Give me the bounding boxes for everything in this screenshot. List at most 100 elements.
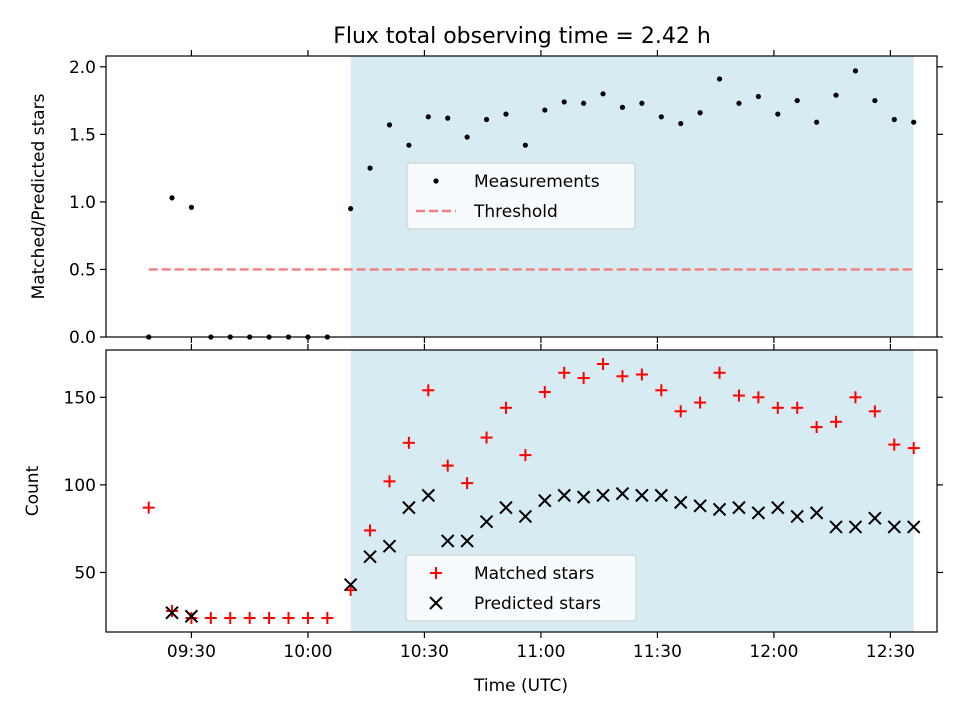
top-axes-frame xyxy=(105,55,938,338)
matched-stars-point xyxy=(402,436,415,449)
x-tick-label: 09:30 xyxy=(167,642,216,662)
bottom-ylabel: Count xyxy=(23,465,43,516)
legend-measurements-marker xyxy=(433,178,439,184)
y-tick-label: 50 xyxy=(74,563,96,583)
predicted-stars-point xyxy=(441,534,455,548)
measurement-point xyxy=(619,104,626,110)
y-tick-label: 0.5 xyxy=(69,260,96,280)
predicted-stars-point xyxy=(402,500,416,515)
matched-stars-point xyxy=(282,611,295,624)
predicted-stars-point xyxy=(343,578,358,592)
matched-stars-point xyxy=(383,475,396,488)
matched-stars-point xyxy=(166,604,179,617)
measurement-point xyxy=(872,97,878,104)
measurement-point xyxy=(386,122,393,128)
predicted-stars-point xyxy=(790,509,804,524)
predicted-stars-point xyxy=(538,493,552,508)
matched-stars-point xyxy=(830,415,843,428)
predicted-stars-point xyxy=(809,506,824,520)
bottom-axes-frame xyxy=(105,349,938,633)
predicted-stars-point xyxy=(421,488,436,503)
predicted-stars-point xyxy=(829,520,843,534)
predicted-stars-point xyxy=(674,495,688,510)
matched-stars-point xyxy=(321,611,334,624)
y-tick-label: 1.0 xyxy=(69,193,96,213)
matched-stars-point xyxy=(224,611,237,624)
matched-stars-point xyxy=(142,501,155,514)
predicted-stars-point xyxy=(771,500,785,515)
matched-stars-point xyxy=(732,389,745,402)
legend-threshold-label: Threshold xyxy=(473,202,558,222)
matched-stars-point xyxy=(441,459,454,472)
top-legend-box xyxy=(406,162,636,230)
matched-stars-point xyxy=(752,391,765,404)
matched-stars-point xyxy=(694,396,707,409)
matched-stars-point xyxy=(577,372,590,385)
matched-stars-point xyxy=(635,368,648,381)
bottom-legend-box xyxy=(405,554,637,622)
matched-stars-point xyxy=(558,366,571,379)
predicted-stars-point xyxy=(479,514,494,529)
matched-stars-point xyxy=(301,611,314,624)
matched-stars-point xyxy=(364,524,377,537)
y-tick-label: 0.0 xyxy=(69,328,96,348)
predicted-stars-point xyxy=(576,490,591,504)
measurement-point xyxy=(348,206,354,212)
measurement-point xyxy=(736,100,742,106)
matched-stars-point xyxy=(791,401,804,414)
measurement-point xyxy=(658,114,664,120)
matched-stars-point xyxy=(204,611,217,624)
top-ylabel: Matched/Predicted stars xyxy=(29,93,49,299)
predicted-stars-point xyxy=(712,502,727,517)
matched-stars-point xyxy=(519,449,532,462)
matched-stars-point xyxy=(538,386,551,399)
measurement-point xyxy=(794,97,800,104)
measurement-point xyxy=(600,91,606,97)
measurement-point xyxy=(406,142,412,148)
matched-stars-point xyxy=(616,370,629,383)
legend-matched-marker xyxy=(430,567,442,579)
y-tick-label: 2.0 xyxy=(69,58,96,78)
matched-stars-point xyxy=(868,405,881,418)
matched-stars-point xyxy=(771,401,784,414)
predicted-stars-point xyxy=(615,486,630,501)
matched-stars-point xyxy=(422,384,435,397)
measurement-point xyxy=(445,115,451,121)
measurement-point xyxy=(833,92,839,98)
legend-matched-label: Matched stars xyxy=(474,564,594,584)
x-tick-label: 10:00 xyxy=(283,642,332,662)
measurement-point xyxy=(639,100,645,106)
top-panel: 0.00.51.01.52.0 Matched/Predicted stars … xyxy=(29,50,943,348)
measurement-point xyxy=(755,93,761,100)
predicted-stars-point xyxy=(557,488,571,503)
bottom-xlabel: Time (UTC) xyxy=(473,676,568,696)
measurement-point xyxy=(814,119,820,125)
x-tick-label: 12:30 xyxy=(866,642,915,662)
measurement-point xyxy=(775,111,781,117)
predicted-stars-point xyxy=(518,509,533,524)
matched-stars-point xyxy=(907,442,920,455)
matched-stars-point xyxy=(499,401,512,414)
legend-predicted-label: Predicted stars xyxy=(474,594,601,614)
predicted-stars-point xyxy=(906,520,921,534)
predicted-stars-point xyxy=(887,520,901,534)
measurement-point xyxy=(542,107,548,113)
measurement-point xyxy=(716,76,723,82)
predicted-stars-point xyxy=(499,500,513,515)
matched-stars-point xyxy=(888,438,901,451)
predicted-stars-point xyxy=(635,488,649,503)
measurement-point xyxy=(425,114,431,120)
measurement-point xyxy=(464,134,470,140)
measurement-point xyxy=(367,165,373,171)
measurement-point xyxy=(169,195,175,201)
bottom-legend: Matched stars Predicted stars xyxy=(405,554,637,622)
predicted-stars-point xyxy=(460,534,474,548)
matched-stars-point xyxy=(243,611,256,624)
matched-stars-point xyxy=(461,477,474,490)
matched-stars-point xyxy=(849,391,862,404)
predicted-stars-point xyxy=(363,549,377,564)
measurement-point xyxy=(503,111,509,117)
matched-stars-point xyxy=(674,405,687,418)
predicted-stars-point xyxy=(732,500,746,515)
y-tick-label: 150 xyxy=(64,388,96,408)
